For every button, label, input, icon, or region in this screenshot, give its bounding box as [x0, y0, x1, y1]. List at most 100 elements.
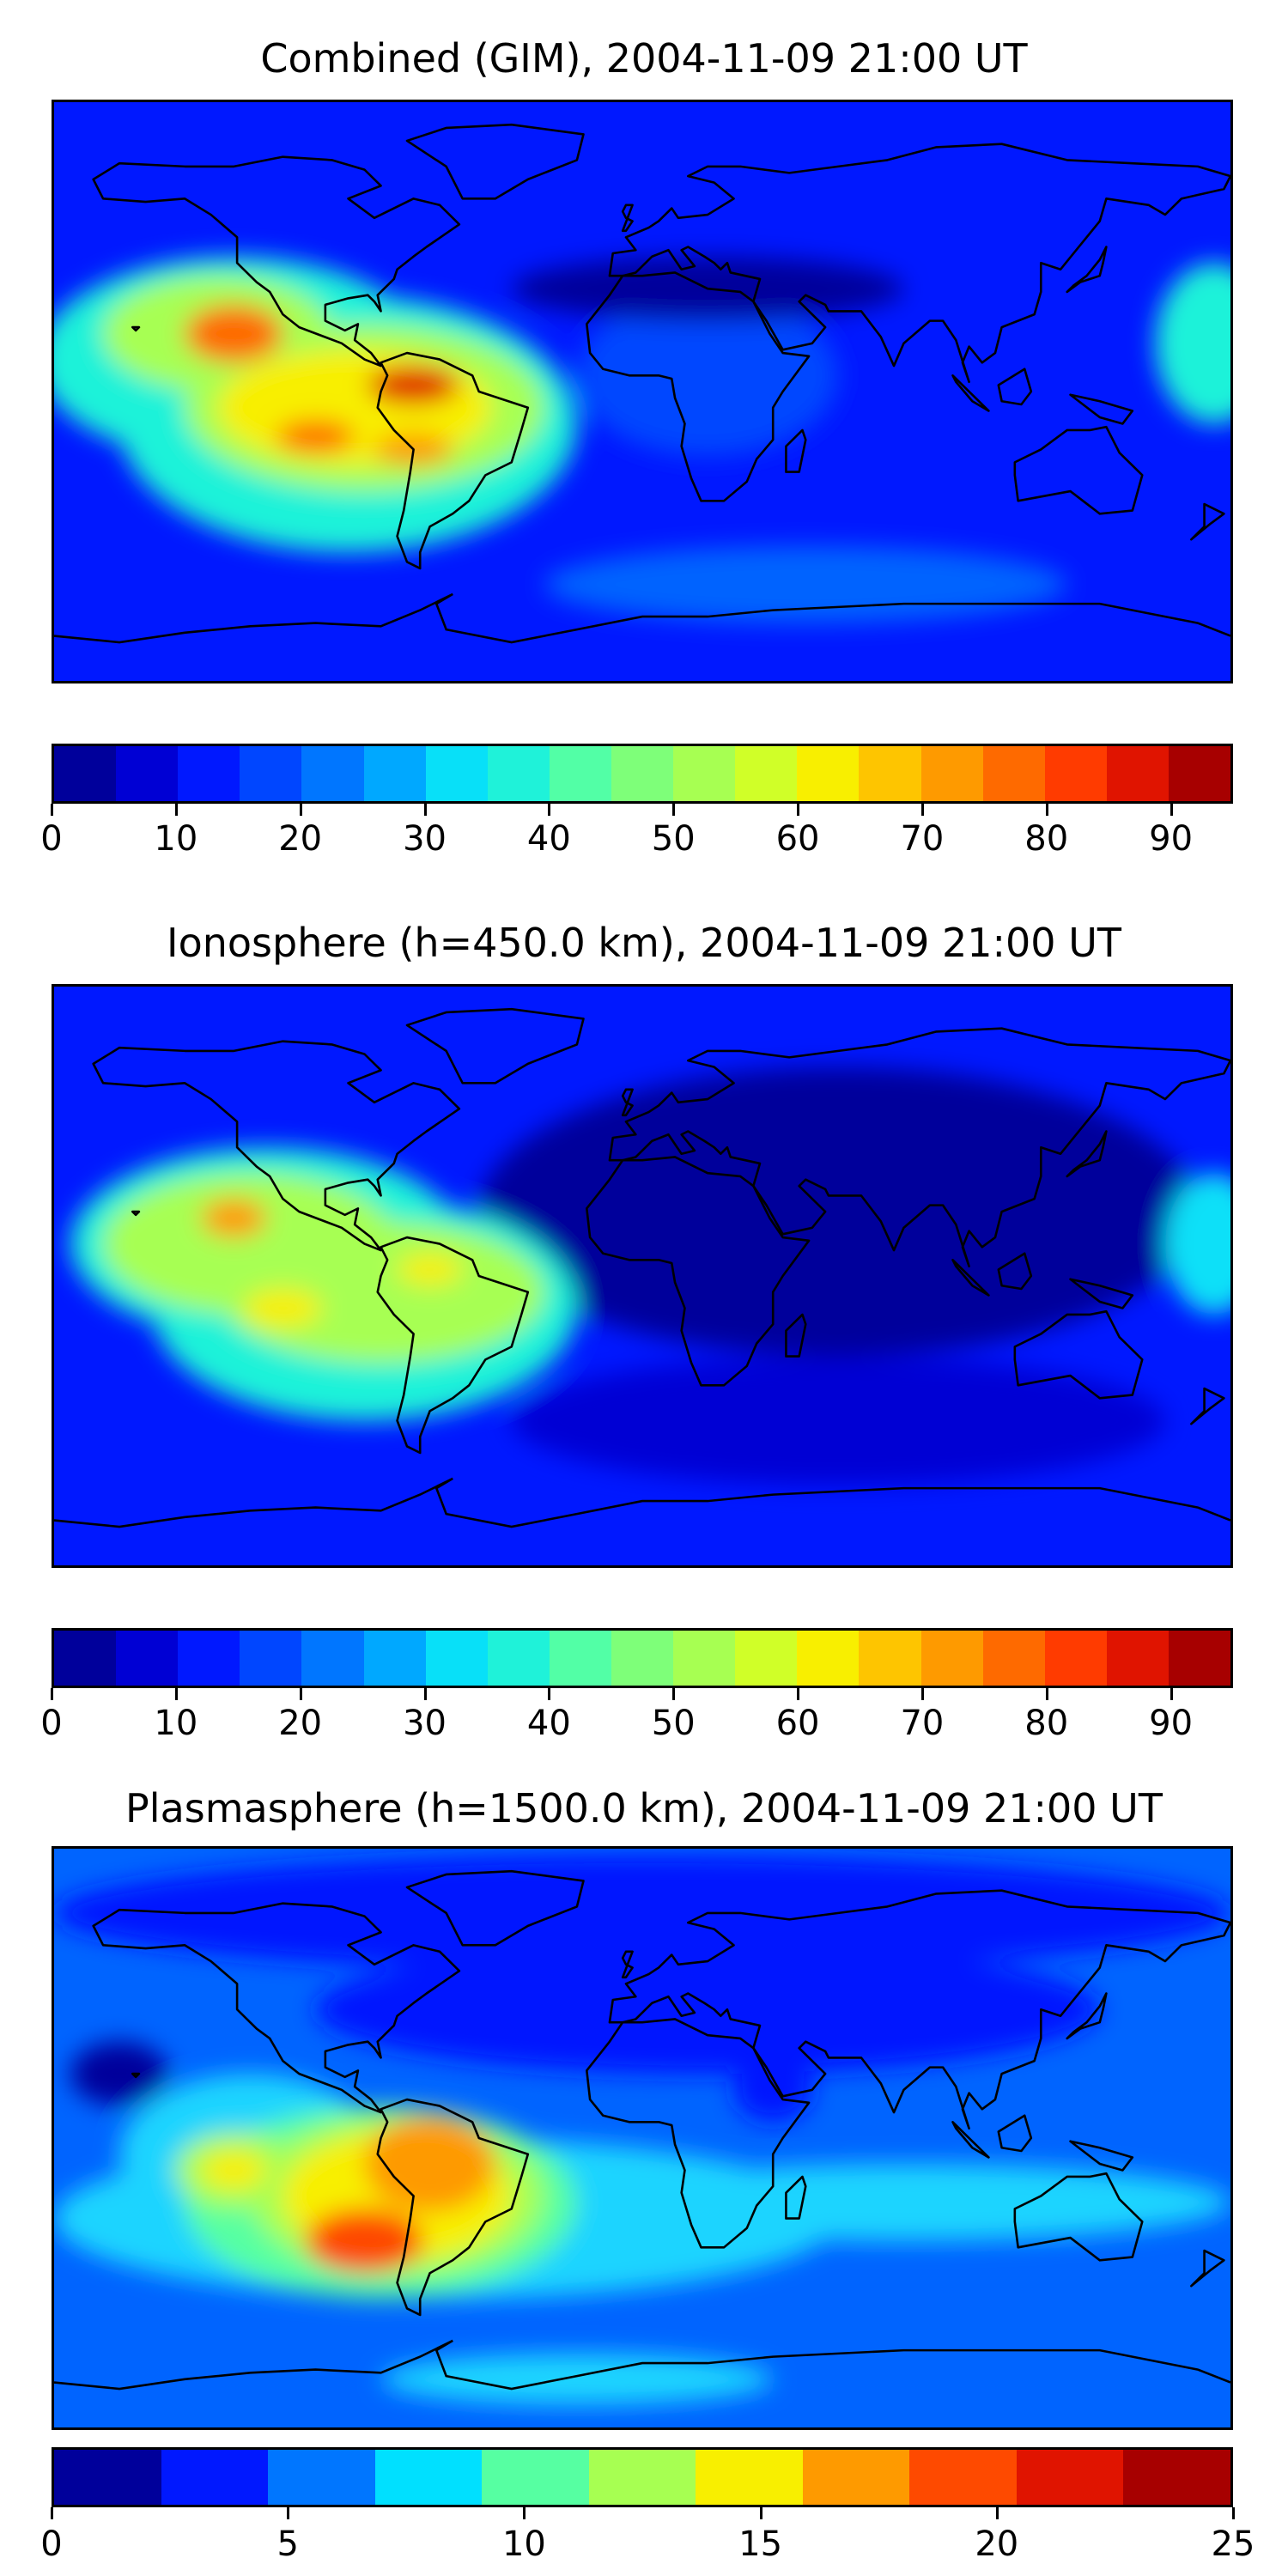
tec-contour: [733, 2057, 812, 2123]
coastline: [1013, 425, 1144, 515]
coastline: [951, 2120, 990, 2159]
tec-contour: [397, 1253, 463, 1286]
tec-map: [52, 984, 1233, 1568]
coastline: [1190, 1387, 1225, 1425]
colorbar-segment: [240, 1631, 302, 1686]
colorbar-tick: [523, 2507, 526, 2519]
colorbar-tick: [51, 1688, 53, 1700]
tec-contour: [364, 2115, 495, 2213]
colorbar-segment: [268, 2450, 375, 2505]
colorbar-segment: [549, 746, 611, 801]
tec-contour: [201, 1199, 267, 1238]
coastline: [785, 2175, 807, 2220]
colorbar-segment: [611, 746, 674, 801]
colorbar-segment: [859, 746, 921, 801]
coastline: [1013, 1309, 1144, 1400]
panel-title: Plasmasphere (h=1500.0 km), 2004-11-09 2…: [125, 1785, 1163, 1832]
colorbar-tick: [672, 1688, 676, 1700]
colorbar-tick-label: 10: [501, 2524, 546, 2564]
colorbar-tick-label: 0: [40, 2524, 63, 2564]
colorbar-tick: [51, 2507, 53, 2519]
colorbar-tick: [51, 804, 53, 816]
colorbar-tick: [299, 1688, 302, 1700]
coastline: [376, 1236, 530, 1455]
colorbar-segment: [735, 1631, 798, 1686]
coastline: [608, 143, 1230, 384]
panel-title: Ionosphere (h=450.0 km), 2004-11-09 21:0…: [167, 920, 1121, 966]
colorbar-tick: [1170, 1688, 1173, 1700]
coastline: [131, 2072, 141, 2079]
colorbar-segment: [178, 746, 240, 801]
coastline: [1066, 1992, 1108, 2040]
colorbar-segment: [1106, 746, 1169, 801]
colorbar-tick: [1045, 1688, 1048, 1700]
colorbar-tick: [920, 804, 924, 816]
colorbar-tick-label: 0: [40, 819, 63, 859]
colorbar-tick-label: 0: [40, 1704, 63, 1743]
coastline: [608, 1889, 1230, 2130]
coastline: [92, 1040, 461, 1252]
colorbar-segment: [673, 1631, 736, 1686]
colorbar-tick-label: 30: [403, 1704, 447, 1743]
coastline: [997, 1252, 1033, 1291]
colorbar-tick: [995, 2507, 999, 2519]
tec-contour: [306, 2208, 424, 2274]
coastline: [951, 1258, 990, 1297]
coastline: [1069, 1278, 1134, 1309]
colorbar-tick: [1045, 804, 1048, 816]
coastline: [376, 2098, 530, 2317]
colorbar-segment: [611, 1631, 674, 1686]
colorbar-segment: [1168, 746, 1230, 801]
coastline: [621, 204, 634, 233]
colorbar-tick-label: 30: [403, 819, 447, 859]
colorbar-ticks: 0 10 20 30 40 50 60 70 80 90: [40, 804, 1233, 859]
coastline: [92, 155, 461, 368]
tec-contour: [217, 1221, 544, 1364]
colorbar-segment: [735, 746, 798, 801]
coastline: [997, 368, 1033, 406]
coastline: [1190, 2249, 1225, 2287]
colorbar-tick: [920, 1688, 924, 1700]
colorbar-ticks: 0 5 10 15 20 25: [40, 2507, 1255, 2576]
coastline-antarctica: [54, 592, 1230, 644]
coastline: [405, 1007, 585, 1084]
coastline: [785, 1313, 807, 1358]
colorbar-tick: [299, 804, 302, 816]
colorbar-segment: [588, 2450, 696, 2505]
tec-contour: [511, 1356, 1165, 1485]
tec-contour: [368, 366, 459, 404]
colorbar-tick-label: 20: [278, 1704, 323, 1743]
colorbar-tick-label: 70: [900, 1704, 945, 1743]
coastline: [1069, 393, 1134, 425]
colorbar-segment: [363, 1631, 426, 1686]
colorbar-tick: [797, 804, 800, 816]
colorbar-segment: [982, 1631, 1045, 1686]
tec-contour: [380, 2353, 774, 2405]
coastline: [621, 1950, 634, 1979]
colorbar-tick: [174, 804, 178, 816]
tec-contour: [70, 2041, 169, 2106]
colorbar-segment: [1044, 746, 1107, 801]
coastline: [131, 1210, 141, 1217]
coastline: [376, 351, 530, 570]
colorbar-tick: [423, 1688, 427, 1700]
tec-contour: [544, 545, 1067, 623]
colorbar-tick-label: 20: [975, 2524, 1019, 2564]
colorbar-segment: [797, 746, 860, 801]
colorbar-tick-label: 40: [526, 1704, 571, 1743]
colorbar-segment: [178, 1631, 240, 1686]
colorbar-tick-label: 90: [1149, 819, 1194, 859]
coastline: [951, 374, 990, 412]
map-canvas: [54, 1849, 1230, 2427]
colorbar-tick-label: 50: [651, 1704, 696, 1743]
colorbar-segment: [1123, 2450, 1230, 2505]
coastline: [1066, 1130, 1108, 1178]
colorbar-segment: [425, 746, 488, 801]
coastline: [131, 325, 141, 332]
colorbar-tick: [797, 1688, 800, 1700]
colorbar-segment: [859, 1631, 921, 1686]
colorbar-segment: [240, 746, 302, 801]
tec-contour: [1155, 263, 1230, 424]
colorbar-tick: [672, 804, 676, 816]
map-canvas: [54, 987, 1230, 1565]
